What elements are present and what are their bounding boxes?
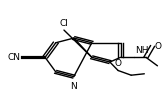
Text: Cl: Cl (60, 19, 68, 28)
Text: O: O (115, 59, 122, 68)
Text: O: O (154, 42, 161, 51)
Text: CN: CN (8, 53, 20, 62)
Text: NH: NH (135, 46, 149, 55)
Text: N: N (70, 82, 77, 91)
